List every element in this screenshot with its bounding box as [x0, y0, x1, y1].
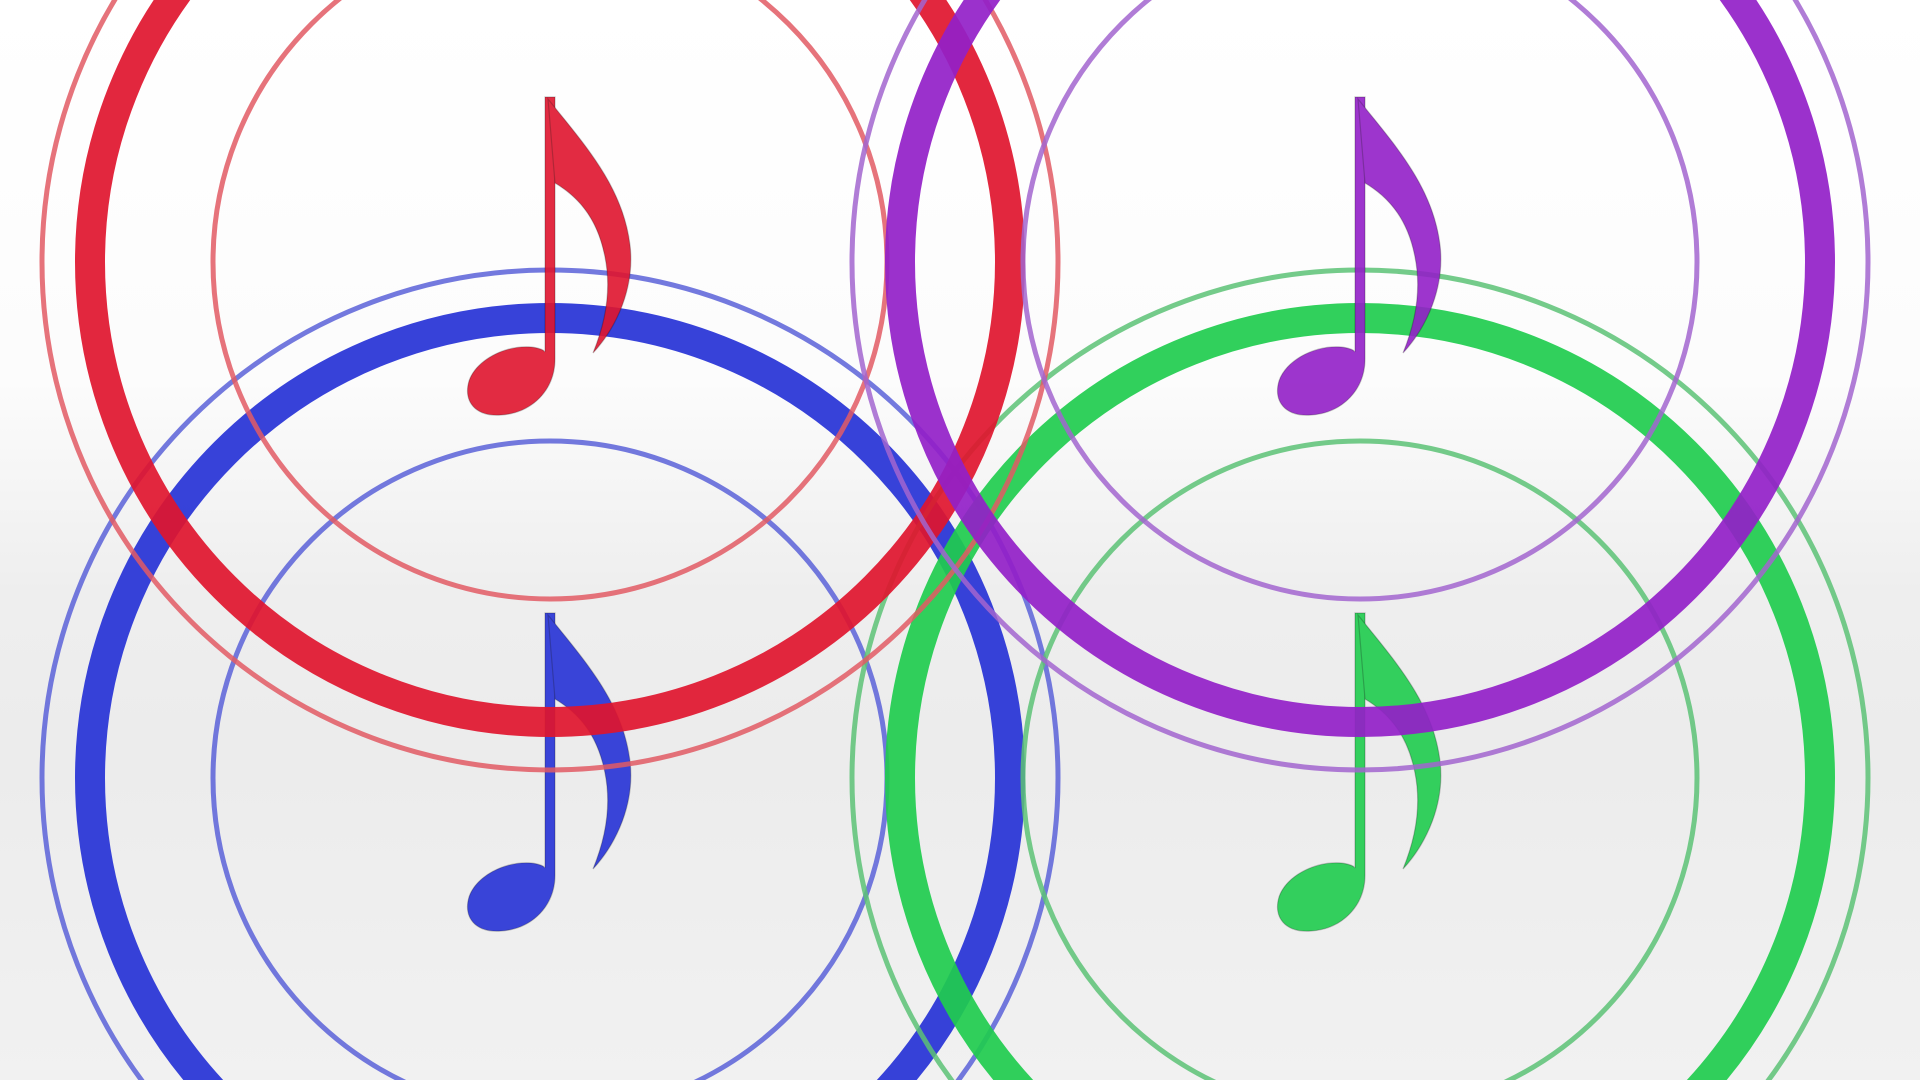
- purple-outer-thin-ring-icon: [849, 0, 1871, 773]
- red-thick-ring-icon: [75, 0, 1025, 737]
- red-outer-thin-ring-icon: [39, 0, 1061, 773]
- green-inner-thin-ring-icon: [1020, 438, 1700, 1080]
- purple-inner-thin-ring-icon: [1020, 0, 1700, 602]
- purple-music-emblem: [849, 0, 1871, 773]
- purple-eighth-note-icon: [1276, 96, 1442, 416]
- red-eighth-note-icon: [466, 96, 632, 416]
- purple-thick-ring-icon: [885, 0, 1835, 737]
